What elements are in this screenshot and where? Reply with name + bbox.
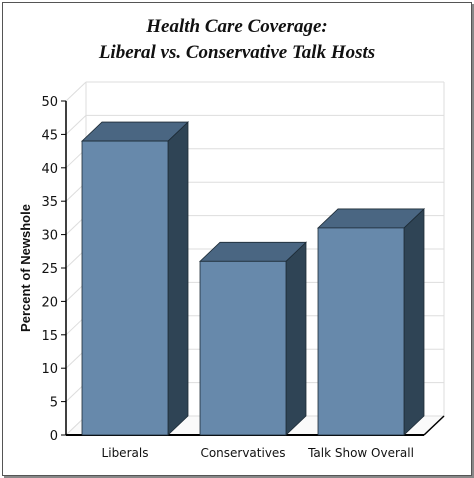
bar-talk-show-overall (316, 207, 426, 436)
y-tick-label: 25 (41, 262, 58, 277)
y-tick-label: 30 (41, 229, 58, 244)
y-tick-label: 5 (50, 396, 58, 411)
y-tick-label: 50 (41, 95, 58, 110)
bar-liberals (80, 121, 190, 436)
y-ticks: 0 5 10 15 20 25 30 35 40 45 50 (41, 95, 66, 444)
bar (81, 140, 169, 436)
x-tick-label: Talk Show Overall (307, 446, 414, 460)
y-tick-label: 40 (41, 162, 58, 177)
chart-title-line2: Liberal vs. Conservative Talk Hosts (98, 42, 376, 63)
bar-side (403, 207, 425, 436)
y-tick-label: 10 (41, 362, 58, 377)
chart-title-line1: Health Care Coverage: (146, 16, 328, 37)
y-tick-label: 0 (50, 429, 58, 444)
x-tick-label: Conservatives (200, 446, 285, 460)
bar-side (167, 121, 189, 436)
grid-line-diagonal (65, 115, 87, 135)
bar-side (285, 241, 307, 436)
chart-title: Health Care Coverage: Liberal vs. Conser… (0, 14, 474, 66)
y-tick-label: 45 (41, 128, 58, 143)
x-tick-label: Liberals (102, 446, 149, 460)
y-tick-label: 35 (41, 195, 58, 210)
x-categories: Liberals Conservatives Talk Show Overall (102, 446, 414, 460)
x-axis-depth (423, 415, 445, 436)
y-tick-label: 20 (41, 295, 58, 310)
grid-line-diagonal (65, 81, 87, 102)
y-tick-label: 15 (41, 329, 58, 344)
bar-conservatives (198, 241, 308, 436)
bar (199, 260, 287, 436)
bars (80, 121, 426, 436)
bar (317, 227, 405, 436)
y-axis-label: Percent of Newshole (18, 204, 33, 332)
